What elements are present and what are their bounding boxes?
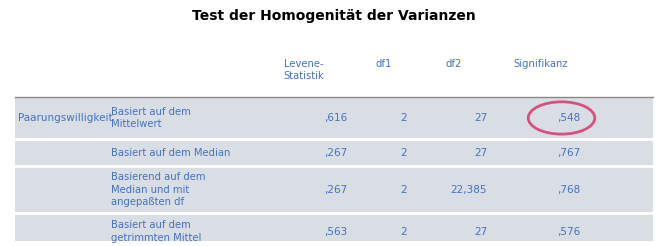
Text: Basiert auf dem Median: Basiert auf dem Median [111,148,230,158]
Text: ,576: ,576 [557,227,580,237]
Text: Basiert auf dem
getrimmten Mittel: Basiert auf dem getrimmten Mittel [111,220,202,243]
Text: ,548: ,548 [557,113,580,123]
Text: Paarungswilligkeit: Paarungswilligkeit [18,113,113,123]
Text: ,267: ,267 [324,185,347,195]
Text: 27: 27 [474,113,487,123]
Bar [15,166,254,213]
Text: Basierend auf dem
Median und mit
angepaßten df: Basierend auf dem Median und mit angepaß… [111,172,206,207]
Text: Test der Homogenität der Varianzen: Test der Homogenität der Varianzen [192,9,476,23]
Text: Basiert auf dem
Mittelwert: Basiert auf dem Mittelwert [111,107,191,129]
Bar [254,166,653,213]
Text: Signifikanz: Signifikanz [513,59,568,69]
Text: 2: 2 [401,227,407,237]
Text: df1: df1 [375,59,392,69]
Bar [254,139,653,166]
Text: df2: df2 [446,59,462,69]
Bar [254,213,653,246]
Text: ,267: ,267 [324,148,347,158]
Text: 2: 2 [401,113,407,123]
Bar [15,213,254,246]
Text: ,768: ,768 [557,185,580,195]
Text: 27: 27 [474,148,487,158]
Text: 22,385: 22,385 [450,185,487,195]
Bar [254,97,653,139]
Text: ,563: ,563 [324,227,347,237]
Text: ,767: ,767 [557,148,580,158]
Text: Levene-
Statistik: Levene- Statistik [284,59,325,81]
Text: ,616: ,616 [324,113,347,123]
Text: 2: 2 [401,185,407,195]
Bar [15,97,254,139]
Text: 27: 27 [474,227,487,237]
Text: 2: 2 [401,148,407,158]
Bar [15,139,254,166]
